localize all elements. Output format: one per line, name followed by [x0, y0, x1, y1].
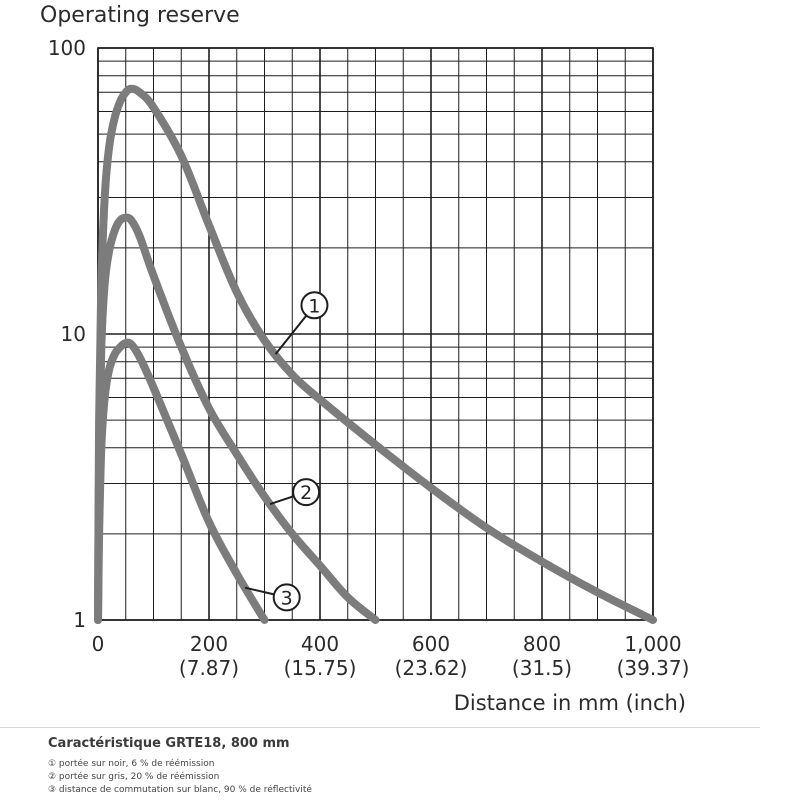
marker-label-2: 2 [300, 482, 312, 504]
y-tick-label: 100 [48, 36, 86, 60]
chart-caption: Caractéristique GRTE18, 800 mm ① portée … [0, 727, 760, 795]
x-tick-label: 400 [301, 632, 339, 656]
marker-circle-2 [292, 478, 321, 507]
x-tick-label: 1,000 [624, 632, 681, 656]
series-markers: 1 2 3 [244, 291, 329, 612]
caption-note: ② portée sur gris, 20 % de réémission [48, 772, 220, 782]
chart-grid [97, 47, 654, 621]
caption-title: Caractéristique GRTE18, 800 mm [48, 736, 290, 751]
y-tick-labels: 1 10 100 [48, 36, 86, 632]
marker-label-3: 3 [281, 587, 293, 609]
marker-leader-2 [269, 495, 295, 506]
y-axis-title: Operating reserve [40, 3, 240, 28]
x-tick-sublabel: (23.62) [395, 656, 468, 680]
caption-note: ③ distance de commutation sur blanc, 90 … [48, 785, 312, 795]
caption-note: ① portée sur noir, 6 % de réémission [48, 759, 215, 769]
operating-reserve-chart: Operating reserve 1 2 3 1 10 100 0 200(7.87) 4… [40, 3, 690, 715]
marker-circle-1 [300, 291, 329, 320]
x-tick-label: 200 [190, 632, 228, 656]
marker-leader-3 [244, 586, 275, 596]
x-tick-label: 800 [523, 632, 561, 656]
series-line-1 [94, 84, 657, 624]
x-tick-sublabel: (7.87) [179, 656, 239, 680]
x-axis-title: Distance in mm (inch) [454, 691, 686, 715]
y-tick-label: 1 [73, 608, 86, 632]
marker-circle-3 [272, 583, 301, 612]
x-tick-sublabel: (31.5) [512, 656, 572, 680]
y-tick-label: 10 [61, 322, 86, 346]
x-tick-sublabel: (15.75) [284, 656, 357, 680]
x-tick-labels: 0 200(7.87) 400(15.75) 600(23.62) 800(31.5) 1… [92, 632, 690, 680]
series-line-3 [94, 338, 269, 624]
x-tick-label: 600 [412, 632, 450, 656]
caption-notes: ① portée sur noir, 6 % de réémission ② p… [48, 758, 312, 797]
marker-label-1: 1 [308, 295, 320, 317]
marker-leader-1 [274, 314, 308, 355]
chart-curves [94, 84, 657, 624]
series-line-2 [94, 213, 380, 624]
x-tick-sublabel: (39.37) [617, 656, 690, 680]
x-tick-label: 0 [92, 632, 105, 656]
